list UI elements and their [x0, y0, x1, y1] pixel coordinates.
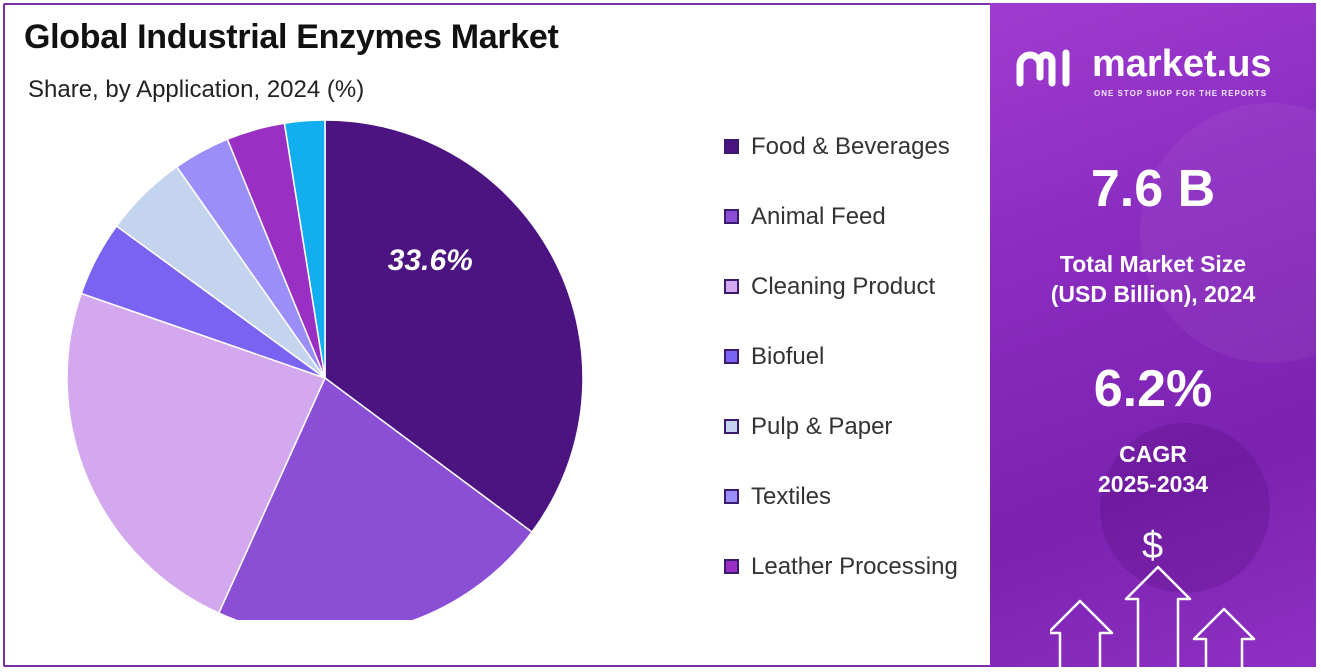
dollar-icon: $: [1142, 525, 1164, 567]
legend-item: Textiles: [724, 478, 981, 516]
legend-item: Biofuel: [724, 338, 981, 376]
brand-tagline: ONE STOP SHOP FOR THE REPORTS: [1094, 89, 1268, 98]
legend-label: Cleaning Product: [751, 273, 936, 300]
pie-slice-cleaning-product: [66, 292, 327, 615]
pie-slice-others: [283, 120, 326, 379]
panel-decoration: [1140, 103, 1316, 363]
market-us-logo-icon: [1016, 49, 1070, 87]
legend-item: Cleaning Product: [724, 268, 981, 306]
chart-title: Global Industrial Enzymes Market: [24, 18, 559, 56]
panel-decoration: [1100, 423, 1270, 593]
legend-label: Food & Beverages: [751, 133, 950, 160]
legend-item: Food & Beverages: [724, 128, 981, 166]
cagr-label: CAGR 2025-2034: [1098, 441, 1208, 497]
market-size-value: 7.6 B: [1090, 160, 1216, 218]
up-arrow-icon: [1050, 565, 1256, 667]
legend-label: Animal Feed: [751, 203, 886, 230]
legend-label: Biofuel: [751, 343, 825, 370]
legend-swatch: [724, 559, 739, 574]
legend-swatch: [724, 489, 739, 504]
legend-swatch: [724, 279, 739, 294]
pie-slice-animal-feed: [217, 376, 534, 620]
legend-item: Pulp & Paper: [724, 408, 981, 446]
pie-slice-food-beverages: [324, 120, 584, 534]
legend-swatch: [724, 419, 739, 434]
legend-label: Textiles: [751, 483, 832, 510]
legend-item: Animal Feed: [724, 198, 981, 236]
info-panel: market.us ONE STOP SHOP FOR THE REPORTS …: [990, 3, 1316, 667]
pie-chart: 33.6%: [66, 120, 584, 620]
brand-name: market.us: [1092, 43, 1272, 85]
legend-swatch: [724, 349, 739, 364]
pie-data-label: 33.6%: [388, 244, 473, 277]
legend-swatch: [724, 139, 739, 154]
chart-subtitle: Share, by Application, 2024 (%): [28, 76, 365, 103]
legend-item: Leather Processing: [724, 548, 981, 586]
legend-label: Leather Processing: [751, 553, 958, 580]
legend-swatch: [724, 209, 739, 224]
market-size-label: Total Market Size (USD Billion), 2024: [1050, 251, 1256, 307]
legend-label: Pulp & Paper: [751, 413, 893, 440]
cagr-value: 6.2%: [1093, 360, 1213, 418]
